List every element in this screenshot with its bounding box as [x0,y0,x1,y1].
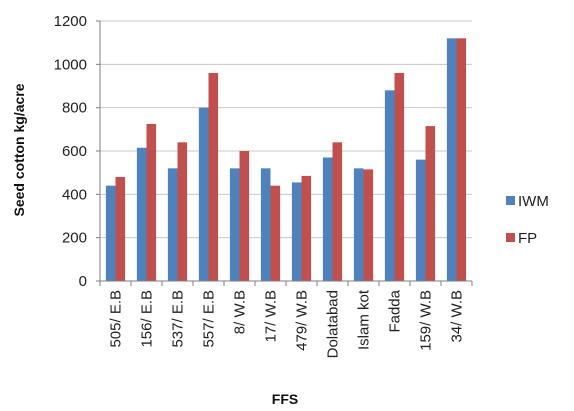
y-tick-label: 800 [62,100,87,117]
x-axis-title: FFS [272,391,298,407]
y-tick-label: 600 [62,143,87,160]
legend-swatch-fp [506,233,515,242]
bar-iwm [167,168,178,281]
bar-iwm [291,182,302,281]
bar-fp [332,142,343,281]
y-tick-label: 0 [79,273,87,290]
bar-iwm [260,168,271,281]
bar-iwm [446,38,457,282]
bar-iwm [105,185,116,281]
axes [96,20,473,286]
legend: IWM FP [506,193,549,247]
y-tick-label: 400 [62,186,87,203]
bar-fp [270,185,281,281]
x-tick-label: Dolatabad [325,290,342,358]
x-tick-label: 17/ W.B [263,290,280,343]
bar-fp [301,175,312,281]
legend-label-iwm: IWM [518,193,549,210]
bar-iwm [384,90,395,281]
bar-fp [239,151,250,281]
x-tick-label: 479/ W.B [294,290,311,351]
y-tick-label: 200 [62,230,87,247]
x-tick-label: 34/ W.B [449,290,466,343]
y-tick-labels: 0 200 400 600 800 1000 1200 [54,13,87,290]
bar-iwm [136,147,147,281]
gridlines [100,20,472,239]
x-tick-label: Islam kot [356,289,373,350]
x-tick-label: 537/ E.B [170,290,187,348]
x-tick-label: 8/ W.B [232,290,249,334]
bar-fp [456,38,467,282]
bar-iwm [198,107,209,282]
bar-fp [394,73,405,281]
bar-iwm [322,157,333,281]
x-tick-label: 505/ E.B [108,290,125,348]
bar-fp [363,169,374,281]
bar-fp [115,177,126,281]
bar-fp [146,123,157,282]
bar-iwm [415,159,426,281]
bar-fp [425,126,436,281]
bars [105,38,467,282]
bar-fp [208,73,219,281]
y-tick-label: 1200 [54,13,87,30]
x-tick-label: 557/ E.B [201,290,218,348]
y-axis-title: Seed cotton kg/acre [11,83,27,216]
bar-fp [177,142,188,281]
x-tick-label: 156/ E.B [139,290,156,348]
legend-swatch-iwm [506,196,515,205]
x-tick-label: Fadda [387,289,404,332]
bar-iwm [229,168,240,281]
x-tick-labels: 505/ E.B 156/ E.B 537/ E.B 557/ E.B 8/ W.B 17… [108,289,466,358]
bar-iwm [353,168,364,281]
y-tick-label: 1000 [54,56,87,73]
legend-label-fp: FP [518,230,537,247]
x-tick-label: 159/ W.B [418,290,435,351]
